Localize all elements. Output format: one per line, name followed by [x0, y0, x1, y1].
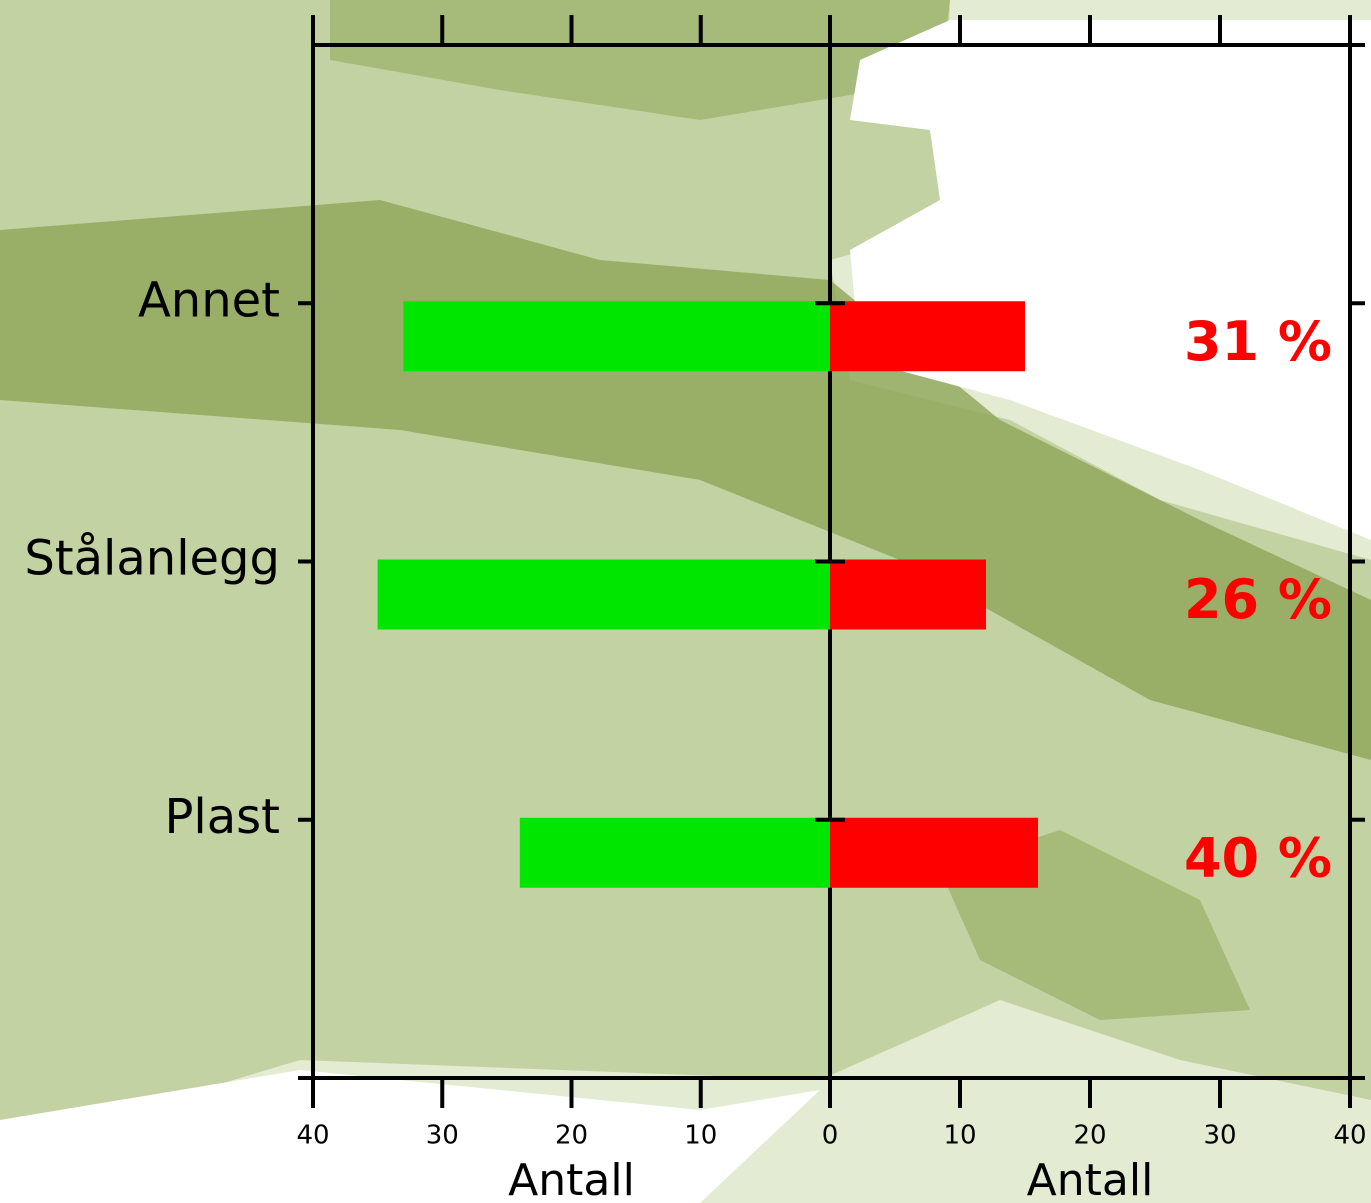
x-tick-label: 30 — [426, 1121, 459, 1151]
x-axis-label: Antall — [1027, 1155, 1154, 1203]
bar — [377, 559, 830, 630]
share-label: 40 % — [1184, 826, 1332, 889]
category-label: Stålanlegg — [24, 531, 280, 587]
x-tick-label: 30 — [1203, 1121, 1236, 1151]
share-label: 26 % — [1184, 568, 1332, 631]
x-tick-label: 10 — [684, 1121, 717, 1151]
x-tick-label: 0 — [822, 1121, 839, 1151]
x-tick-label: 10 — [943, 1121, 976, 1151]
category-label: Annet — [138, 272, 280, 328]
x-tick-label: 20 — [1073, 1121, 1106, 1151]
bar — [403, 301, 830, 372]
bar — [830, 817, 1038, 888]
bar — [830, 559, 986, 630]
share-label: 31 % — [1184, 310, 1332, 373]
x-tick-label: 20 — [555, 1121, 588, 1151]
x-tick-label: 40 — [296, 1121, 329, 1151]
bar — [830, 301, 1025, 372]
category-label: Plast — [164, 789, 280, 845]
bar — [519, 817, 830, 888]
x-axis-label: Antall — [508, 1155, 635, 1203]
x-tick-label: 40 — [1333, 1121, 1366, 1151]
